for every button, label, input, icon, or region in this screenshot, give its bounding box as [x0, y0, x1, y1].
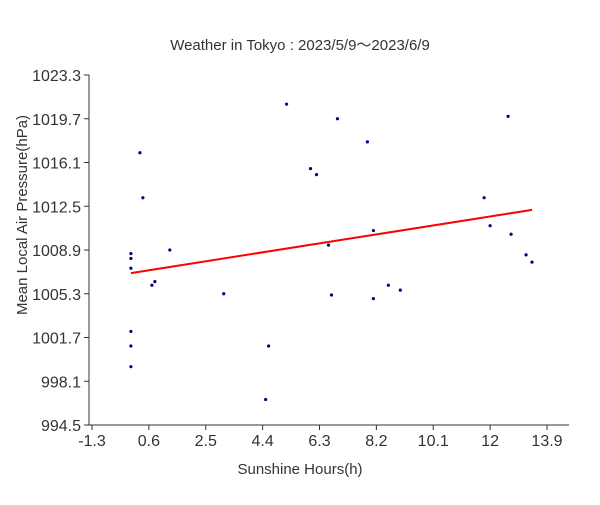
data-point	[129, 329, 133, 334]
y-tick-label: 1016.1	[32, 156, 81, 173]
data-point	[150, 283, 154, 287]
x-tick-label: -1.3	[78, 433, 106, 450]
data-point	[335, 117, 340, 121]
y-axis-ticks: 994.5 998.1 1001.7 1005.3 1008.9 1012.5 1016.1…	[32, 68, 89, 435]
x-tick-label: 8.2	[365, 433, 387, 450]
data-point	[129, 344, 133, 348]
x-axis-title: Sunshine Hours(h)	[237, 461, 362, 478]
y-tick-label: 1023.3	[32, 68, 81, 85]
trendline-layer	[130, 208, 533, 275]
data-point	[141, 196, 145, 200]
y-tick-label: 998.1	[41, 374, 81, 391]
y-tick-label: 1001.7	[32, 331, 81, 348]
data-point	[524, 253, 528, 257]
y-tick-label: 1008.9	[32, 243, 81, 260]
data-point	[506, 114, 510, 118]
data-point	[129, 365, 133, 369]
x-axis-ticks: -1.3 0.6 2.5 4.4 6.3 8.2 10.1 12 13.9	[78, 425, 563, 450]
data-point	[267, 344, 271, 348]
data-point	[386, 283, 390, 287]
y-axis-title: Mean Local Air Pressure(hPa)	[14, 115, 31, 315]
data-point	[365, 140, 369, 144]
data-point	[509, 232, 513, 236]
data-point	[284, 102, 289, 106]
x-tick-label: 6.3	[308, 433, 330, 450]
data-point	[371, 228, 375, 233]
y-tick-label: 1012.5	[32, 199, 81, 216]
data-point	[308, 166, 313, 171]
chart-title: Weather in Tokyo : 2023/5/9～2023/6/9	[170, 37, 430, 54]
x-tick-label: 0.6	[138, 433, 160, 450]
data-point	[329, 293, 334, 297]
data-point	[488, 224, 492, 228]
data-point	[153, 279, 157, 284]
data-point	[168, 248, 172, 252]
x-tick-label: 12	[481, 433, 499, 450]
x-tick-label: 4.4	[252, 433, 274, 450]
data-point	[129, 252, 133, 256]
x-tick-label: 2.5	[195, 433, 217, 450]
data-point	[530, 260, 534, 264]
data-point	[264, 397, 268, 402]
data-point	[129, 256, 133, 261]
x-tick-label: 13.9	[531, 433, 562, 450]
data-points-layer	[129, 102, 534, 402]
data-point	[138, 151, 142, 155]
y-tick-label: 994.5	[41, 418, 81, 435]
data-point	[371, 297, 375, 301]
trendline	[130, 208, 533, 275]
data-point	[129, 266, 133, 270]
data-point	[482, 196, 486, 200]
data-point	[398, 288, 402, 292]
data-point	[314, 173, 319, 177]
data-point	[222, 292, 226, 296]
x-tick-label: 10.1	[418, 433, 449, 450]
data-point	[326, 243, 331, 247]
y-tick-label: 1019.7	[32, 112, 81, 129]
y-tick-label: 1005.3	[32, 287, 81, 304]
